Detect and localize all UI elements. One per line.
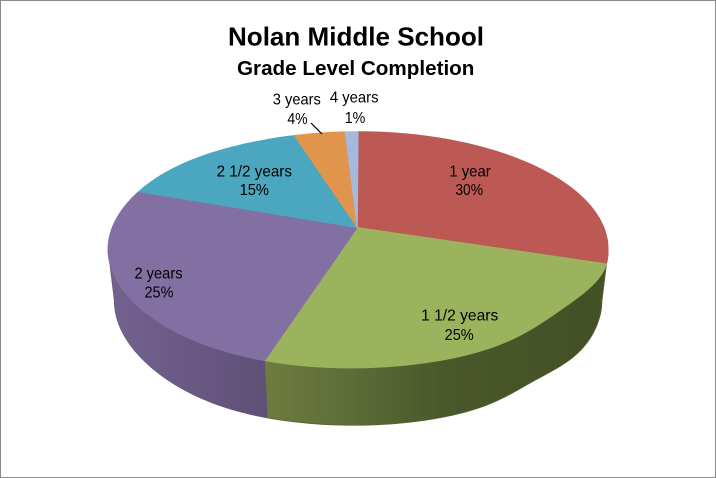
svg-text:1 1/2 years: 1 1/2 years bbox=[421, 308, 498, 325]
svg-text:15%: 15% bbox=[240, 182, 269, 199]
svg-text:4 years: 4 years bbox=[330, 90, 379, 107]
svg-text:4%: 4% bbox=[287, 111, 307, 128]
svg-text:Grade Level Completion: Grade Level Completion bbox=[237, 57, 474, 80]
svg-text:1 year: 1 year bbox=[449, 164, 491, 181]
svg-text:25%: 25% bbox=[145, 284, 174, 301]
svg-text:Nolan Middle School: Nolan Middle School bbox=[228, 22, 484, 52]
svg-text:2 1/2 years: 2 1/2 years bbox=[217, 164, 292, 181]
svg-text:25%: 25% bbox=[445, 327, 474, 344]
svg-text:2 years: 2 years bbox=[134, 265, 182, 282]
svg-text:3 years: 3 years bbox=[273, 92, 321, 109]
svg-text:1%: 1% bbox=[345, 110, 366, 127]
svg-text:30%: 30% bbox=[455, 182, 483, 199]
